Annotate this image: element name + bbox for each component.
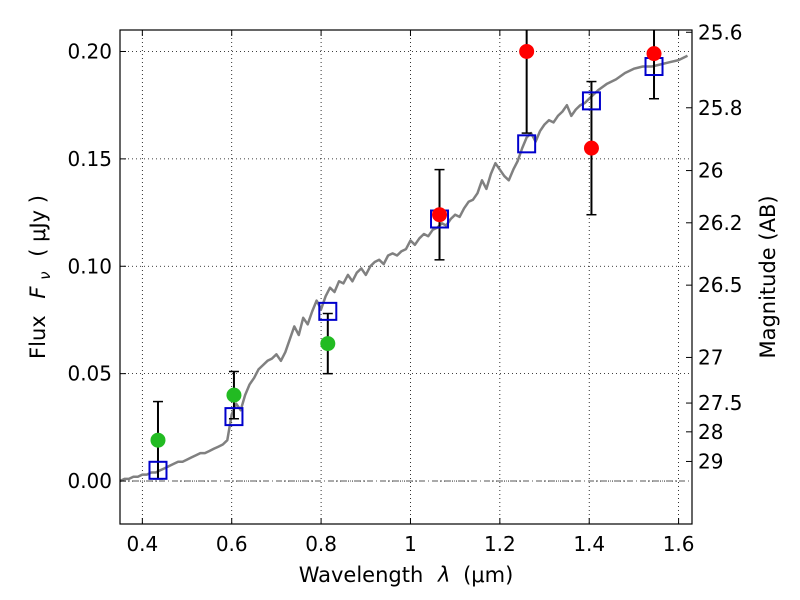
observed-point-optical: [226, 387, 242, 403]
y-axis-label-text: Flux: [26, 315, 50, 359]
x-tick-label: 0.8: [305, 532, 337, 556]
y2-tick-label: 26.5: [698, 273, 743, 297]
y-tick-label: 0.00: [67, 469, 112, 493]
y-tick-label: 0.10: [67, 254, 112, 278]
observed-point-optical: [150, 432, 166, 448]
observed-point-nir: [432, 207, 448, 223]
y2-tick-label: 27: [698, 345, 723, 369]
x-tick-label: 1.6: [663, 532, 695, 556]
observed-point-optical: [320, 336, 336, 352]
x-axis-label-unit: (μm): [463, 563, 513, 587]
model-point: [581, 91, 601, 111]
model-spectrum-group: [119, 54, 689, 483]
y-tick-label: 0.15: [67, 147, 112, 171]
observed-point-nir: [646, 46, 662, 62]
y2-tick-label: 29: [698, 449, 723, 473]
y2-tick-label: 25.6: [698, 20, 743, 44]
plot-frame: [119, 29, 693, 525]
axis-ticks: 0.4 0.6 0.8 1 1.2 1.4 1.6 0.00 0.05 0.10 0.15 0.20 2…: [67, 20, 742, 556]
x-tick-label: 1: [404, 532, 417, 556]
x-tick-label: 0.4: [126, 532, 158, 556]
y-axis-label: Flux F ν ( μJy ): [26, 195, 55, 359]
y-tick-label: 0.05: [67, 362, 112, 386]
y2-tick-label: 27.5: [698, 391, 743, 415]
model-point: [318, 301, 338, 321]
error-bars-group: [152, 30, 660, 480]
x-axis-label-text: Wavelength: [299, 563, 424, 587]
y-axis-label-symbol: F: [26, 286, 50, 299]
y2-tick-label: 26.2: [698, 211, 743, 235]
y2-tick-label: 28: [698, 420, 723, 444]
model-point: [517, 134, 537, 154]
model-spectrum-line: [119, 54, 689, 483]
x-axis-label: Wavelength λ (μm): [299, 563, 514, 587]
observed-point-nir: [519, 43, 535, 59]
y-axis-label-subscript: ν: [36, 271, 54, 279]
observed-points-group: [150, 43, 662, 448]
model-points-group: [148, 57, 664, 480]
x-tick-label: 0.6: [216, 532, 248, 556]
x-tick-label: 1.2: [484, 532, 516, 556]
y2-axis-label: Magnitude (AB): [756, 195, 780, 358]
x-tick-label: 1.4: [573, 532, 605, 556]
y2-tick-label: 26: [698, 159, 723, 183]
model-point: [224, 407, 244, 427]
y-axis-label-unit: ( μJy ): [26, 195, 50, 257]
observed-point-nir: [583, 140, 599, 156]
y-tick-label: 0.20: [67, 39, 112, 63]
y2-tick-label: 25.8: [698, 96, 743, 120]
model-point: [148, 460, 168, 480]
x-axis-label-symbol: λ: [437, 563, 450, 587]
grid: [120, 30, 692, 524]
